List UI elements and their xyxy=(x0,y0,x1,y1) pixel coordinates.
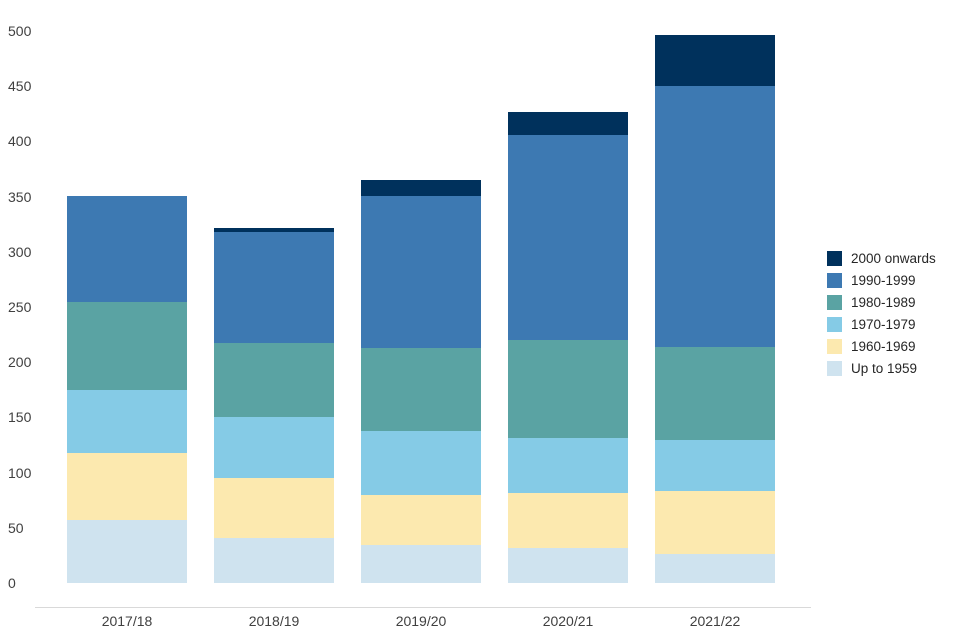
legend-item-1990-1999[interactable]: 1990-1999 xyxy=(827,269,936,291)
bar-segment-1960-1969[interactable] xyxy=(655,491,775,555)
y-axis-tick-label: 100 xyxy=(8,464,32,481)
bar-segment-1980-1989[interactable] xyxy=(655,346,775,440)
bar-segment-2000-onwards[interactable] xyxy=(361,180,481,196)
legend-label: 1960-1969 xyxy=(851,338,916,354)
legend-item-1960-1969[interactable]: 1960-1969 xyxy=(827,335,936,357)
bar-segment-1970-1979[interactable] xyxy=(67,389,187,453)
bar-2018-19 xyxy=(214,227,334,583)
bar-segment-1970-1979[interactable] xyxy=(508,438,628,493)
x-axis-category-label: 2021/22 xyxy=(689,613,741,629)
bar-segment-1990-1999[interactable] xyxy=(361,195,481,348)
y-axis-tick-label: 400 xyxy=(8,133,32,150)
bar-segment-1960-1969[interactable] xyxy=(361,494,481,546)
bar-segment-1980-1989[interactable] xyxy=(67,301,187,390)
legend-swatch-icon xyxy=(827,338,842,354)
bar-segment-2000-onwards[interactable] xyxy=(508,111,628,135)
legend-label: Up to 1959 xyxy=(851,360,918,376)
y-axis-tick-label: 0 xyxy=(8,575,16,591)
legend-item-1980-1989[interactable]: 1980-1989 xyxy=(827,291,936,313)
legend-label: 2000 onwards xyxy=(851,250,936,266)
x-axis-category-label: 2018/19 xyxy=(248,613,300,629)
bar-segment-1990-1999[interactable] xyxy=(655,86,775,347)
legend-swatch-icon xyxy=(827,360,842,376)
bar-segment-up-to-1959[interactable] xyxy=(214,537,334,583)
bar-segment-up-to-1959[interactable] xyxy=(67,520,187,583)
y-axis-tick-label: 150 xyxy=(8,409,32,426)
bar-segment-1970-1979[interactable] xyxy=(655,439,775,492)
bar-2019-20 xyxy=(361,180,481,583)
legend-item-up-to-1959[interactable]: Up to 1959 xyxy=(827,357,936,379)
bar-segment-1980-1989[interactable] xyxy=(508,340,628,439)
legend-swatch-icon xyxy=(827,272,842,288)
legend: 2000 onwards 1990-1999 1980-1989 1970-1979 1… xyxy=(827,247,936,379)
y-axis-tick-label: 300 xyxy=(8,243,32,260)
bar-segment-1960-1969[interactable] xyxy=(508,492,628,548)
bar-segment-1960-1969[interactable] xyxy=(214,478,334,538)
legend-swatch-icon xyxy=(827,316,842,332)
bar-segment-up-to-1959[interactable] xyxy=(361,545,481,583)
bar-segment-1970-1979[interactable] xyxy=(361,430,481,495)
legend-label: 1980-1989 xyxy=(851,294,916,310)
bar-segment-1990-1999[interactable] xyxy=(508,134,628,341)
x-axis-category-label: 2020/21 xyxy=(542,613,594,629)
x-axis-line xyxy=(35,607,811,608)
y-axis-tick-label: 50 xyxy=(8,519,24,536)
x-axis-category-label: 2019/20 xyxy=(395,613,447,629)
bar-2017-18 xyxy=(67,195,187,583)
y-axis-tick-label: 500 xyxy=(8,23,32,39)
x-axis-category-label: 2017/18 xyxy=(101,613,153,629)
legend-item-2000-onwards[interactable]: 2000 onwards xyxy=(827,247,936,269)
bar-segment-1970-1979[interactable] xyxy=(214,417,334,479)
legend-swatch-icon xyxy=(827,294,842,310)
y-axis-tick-label: 250 xyxy=(8,299,32,315)
legend-item-1970-1979[interactable]: 1970-1979 xyxy=(827,313,936,335)
bar-segment-1980-1989[interactable] xyxy=(214,343,334,418)
bar-segment-1960-1969[interactable] xyxy=(67,452,187,521)
bar-segment-2000-onwards[interactable] xyxy=(655,35,775,87)
bar-2021-22 xyxy=(655,35,775,583)
bar-segment-1990-1999[interactable] xyxy=(67,195,187,302)
bar-segment-1990-1999[interactable] xyxy=(214,231,334,344)
legend-label: 1970-1979 xyxy=(851,316,916,332)
bar-segment-up-to-1959[interactable] xyxy=(655,554,775,583)
y-axis-tick-label: 200 xyxy=(8,354,32,371)
bar-segment-1980-1989[interactable] xyxy=(361,347,481,431)
legend-label: 1990-1999 xyxy=(851,272,916,288)
y-axis-tick-label: 450 xyxy=(8,78,32,95)
legend-swatch-icon xyxy=(827,250,842,266)
y-axis-tick-label: 350 xyxy=(8,188,32,205)
bar-segment-up-to-1959[interactable] xyxy=(508,547,628,583)
bar-2020-21 xyxy=(508,111,628,583)
bar-segment-2000-onwards[interactable] xyxy=(214,227,334,232)
